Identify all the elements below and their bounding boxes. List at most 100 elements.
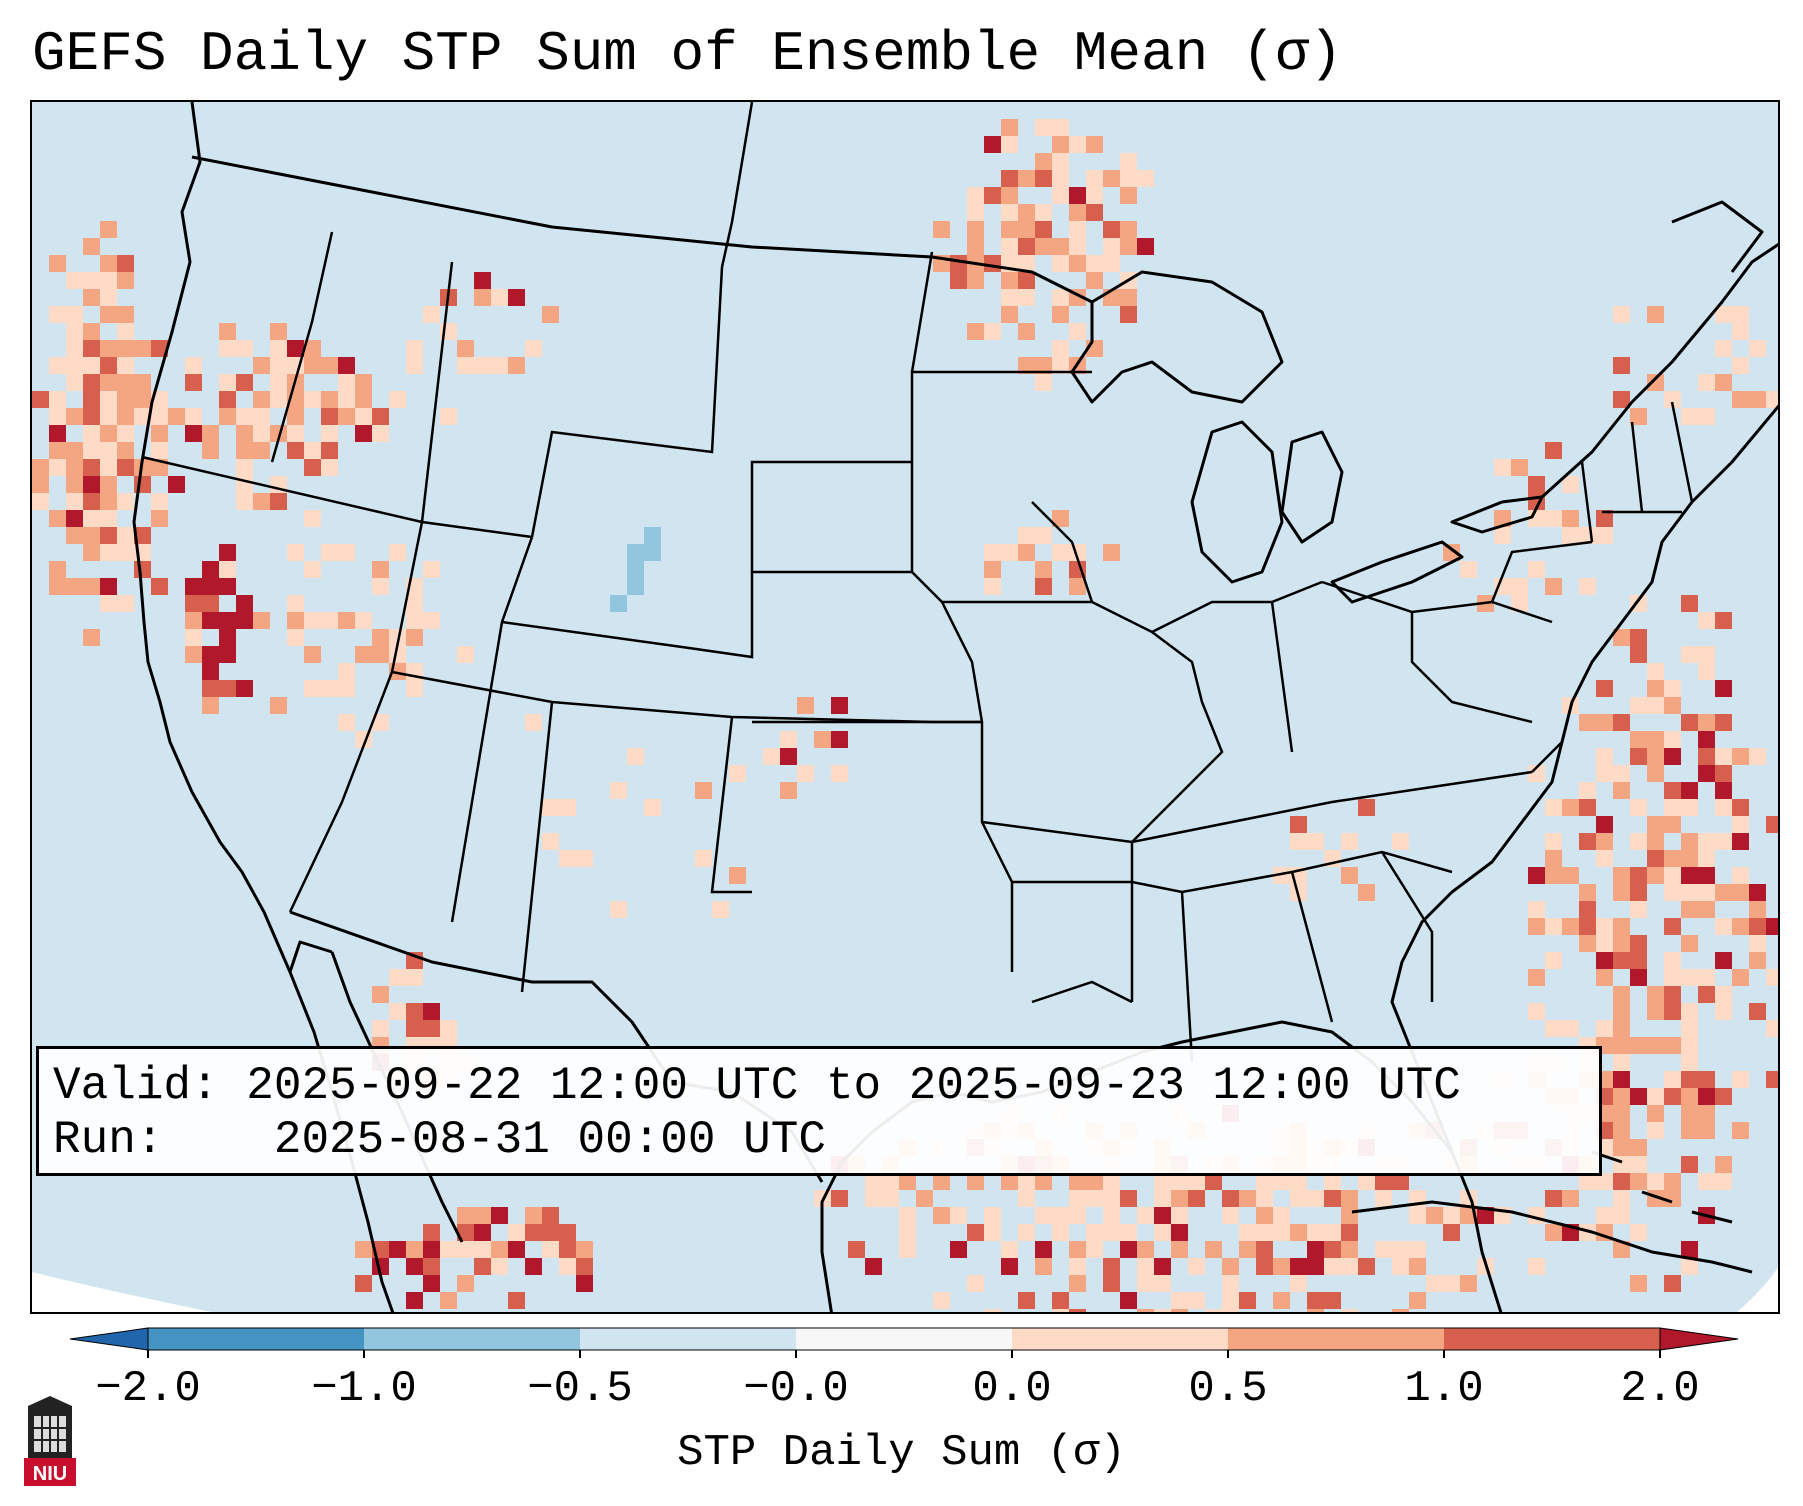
anomaly-pixel (457, 1224, 474, 1241)
anomaly-pixel (899, 1224, 916, 1241)
anomaly-pixel (66, 272, 83, 289)
anomaly-pixel (1069, 1241, 1086, 1258)
anomaly-pixel (1409, 1258, 1426, 1275)
anomaly-pixel (134, 561, 151, 578)
anomaly-pixel (1681, 884, 1698, 901)
anomaly-pixel (1290, 1224, 1307, 1241)
anomaly-pixel (1086, 204, 1103, 221)
anomaly-pixel (321, 357, 338, 374)
anomaly-pixel (83, 629, 100, 646)
anomaly-pixel (1664, 816, 1681, 833)
anomaly-pixel (491, 357, 508, 374)
anomaly-pixel (1698, 748, 1715, 765)
anomaly-pixel (1256, 1258, 1273, 1275)
anomaly-pixel (1596, 969, 1613, 986)
anomaly-pixel (831, 731, 848, 748)
anomaly-pixel (1647, 374, 1664, 391)
anomaly-pixel (1698, 1071, 1715, 1088)
anomaly-pixel (1596, 748, 1613, 765)
anomaly-pixel (134, 391, 151, 408)
anomaly-pixel (1613, 1071, 1630, 1088)
anomaly-pixel (1528, 918, 1545, 935)
anomaly-pixel (1511, 459, 1528, 476)
anomaly-pixel (1137, 170, 1154, 187)
anomaly-pixel (1545, 850, 1562, 867)
anomaly-pixel (372, 425, 389, 442)
colorbar-segment (1444, 1328, 1660, 1350)
anomaly-pixel (1664, 1173, 1681, 1190)
anomaly-pixel (1494, 527, 1511, 544)
niu-logo: NIU (24, 1396, 76, 1486)
anomaly-pixel (1647, 833, 1664, 850)
anomaly-pixel (1698, 646, 1715, 663)
anomaly-pixel (202, 578, 219, 595)
anomaly-pixel (950, 255, 967, 272)
colorbar-segment (796, 1328, 1012, 1350)
anomaly-pixel (1324, 1258, 1341, 1275)
anomaly-pixel (406, 969, 423, 986)
anomaly-pixel (49, 578, 66, 595)
anomaly-pixel (1715, 748, 1732, 765)
anomaly-pixel (1681, 408, 1698, 425)
anomaly-pixel (729, 765, 746, 782)
anomaly-pixel (831, 1190, 848, 1207)
anomaly-pixel (338, 544, 355, 561)
anomaly-pixel (1035, 1173, 1052, 1190)
colorbar-tick-0: −2.0 (95, 1364, 201, 1414)
anomaly-pixel (83, 544, 100, 561)
anomaly-pixel (1256, 1241, 1273, 1258)
anomaly-pixel (1120, 1224, 1137, 1241)
anomaly-pixel (967, 323, 984, 340)
anomaly-pixel (1086, 1224, 1103, 1241)
anomaly-pixel (1579, 1173, 1596, 1190)
anomaly-pixel (338, 357, 355, 374)
anomaly-pixel (1018, 1292, 1035, 1309)
anomaly-pixel (1681, 595, 1698, 612)
anomaly-pixel (559, 850, 576, 867)
anomaly-pixel (1715, 986, 1732, 1003)
anomaly-pixel (338, 663, 355, 680)
anomaly-pixel (1630, 1088, 1647, 1105)
anomaly-pixel (1698, 408, 1715, 425)
anomaly-pixel (1035, 153, 1052, 170)
anomaly-pixel (1392, 833, 1409, 850)
anomaly-pixel (1732, 357, 1749, 374)
anomaly-pixels (32, 119, 1778, 1312)
anomaly-pixel (1698, 833, 1715, 850)
anomaly-pixel (321, 459, 338, 476)
colorbar-segment (148, 1328, 364, 1350)
anomaly-pixel (423, 612, 440, 629)
anomaly-pixel (100, 306, 117, 323)
anomaly-pixel (984, 255, 1001, 272)
anomaly-pixel (1630, 697, 1647, 714)
anomaly-pixel (440, 1020, 457, 1037)
anomaly-pixel (1681, 1020, 1698, 1037)
anomaly-pixel (321, 408, 338, 425)
anomaly-pixel (1545, 952, 1562, 969)
anomaly-pixel (1664, 1190, 1681, 1207)
anomaly-pixel (1647, 680, 1664, 697)
anomaly-pixel (1375, 1173, 1392, 1190)
anomaly-pixel (695, 850, 712, 867)
anomaly-pixel (1579, 714, 1596, 731)
anomaly-pixel (219, 323, 236, 340)
anomaly-pixel (1409, 1207, 1426, 1224)
anomaly-pixel (1681, 714, 1698, 731)
anomaly-pixel (1018, 1173, 1035, 1190)
anomaly-pixel (83, 340, 100, 357)
anomaly-pixel (1647, 748, 1664, 765)
anomaly-pixel (406, 357, 423, 374)
anomaly-pixel (1732, 323, 1749, 340)
anomaly-pixel (1086, 170, 1103, 187)
anomaly-pixel (474, 1224, 491, 1241)
anomaly-pixel (933, 1292, 950, 1309)
anomaly-pixel (321, 391, 338, 408)
anomaly-pixel (1358, 799, 1375, 816)
anomaly-pixel (49, 459, 66, 476)
anomaly-pixel (1035, 1241, 1052, 1258)
anomaly-pixel (1647, 1088, 1664, 1105)
anomaly-pixel (1613, 1037, 1630, 1054)
anomaly-pixel (1103, 1258, 1120, 1275)
anomaly-pixel (83, 578, 100, 595)
anomaly-pixel (1664, 1037, 1681, 1054)
